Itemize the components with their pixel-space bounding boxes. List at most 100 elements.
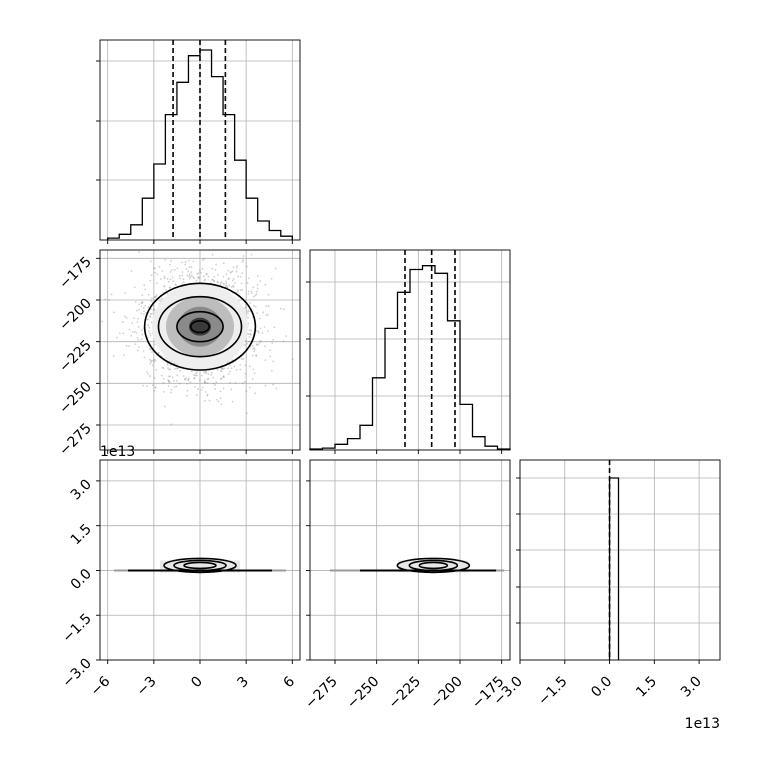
scatter-point (261, 332, 264, 335)
scatter-point (188, 275, 191, 277)
scatter-point (213, 280, 216, 282)
scatter-point (225, 273, 228, 276)
scatter-point (220, 377, 223, 380)
scatter-point (170, 260, 172, 262)
scatter-point (168, 381, 171, 384)
scatter-point (159, 278, 162, 281)
scatter-point (149, 362, 152, 365)
scatter-point (151, 297, 153, 300)
scatter-point (247, 333, 250, 335)
x-tick-label: −1.5 (535, 674, 570, 709)
x-tick-label: 0.0 (588, 674, 615, 701)
scatter-point (242, 259, 244, 262)
scatter-point (245, 390, 248, 393)
scatter-point (151, 364, 154, 367)
scatter-point (135, 331, 138, 334)
scatter-point (136, 309, 138, 312)
scatter-point (138, 251, 141, 254)
scatter-point (246, 265, 248, 268)
scatter-point (225, 280, 228, 282)
scatter-point (125, 345, 128, 347)
scatter-point (140, 338, 143, 341)
scatter-point (253, 348, 256, 351)
contour-line (143, 282, 257, 371)
y-tick-label: 3.0 (68, 476, 95, 503)
scatter-point (146, 385, 149, 388)
scatter-point (246, 310, 249, 312)
x-tick-label: −3 (134, 674, 160, 700)
scatter-point (253, 372, 256, 375)
scatter-point (223, 376, 225, 379)
scatter-point (147, 373, 149, 375)
scatter-point (206, 394, 209, 397)
scatter-point (201, 267, 204, 270)
x-tick-label: −225 (386, 674, 425, 713)
scatter-point (136, 336, 139, 339)
scatter-point (130, 334, 133, 337)
scatter-point (265, 314, 268, 317)
scatter-point (232, 284, 234, 287)
scatter-point (241, 260, 244, 263)
scatter-point (255, 293, 258, 296)
scatter-point (197, 277, 200, 280)
scatter-point (239, 364, 241, 366)
x-tick-label: −6 (88, 673, 114, 699)
scatter-point (242, 255, 245, 257)
scatter-point (181, 271, 184, 274)
scatter-point (249, 302, 251, 304)
scatter-point (217, 274, 219, 276)
scatter-point (190, 370, 193, 373)
scatter-point (219, 281, 222, 284)
scatter-point (211, 371, 213, 374)
scatter-point (223, 283, 226, 286)
scatter-point (141, 294, 144, 297)
scatter-point (258, 317, 261, 320)
scatter-point (203, 279, 206, 282)
scatter-point (130, 270, 133, 273)
scatter-point (228, 370, 231, 373)
scatter-point (210, 373, 213, 376)
scatter-point (198, 276, 201, 279)
scatter-point (173, 268, 176, 271)
scatter-point (194, 374, 197, 377)
scatter-point (256, 344, 259, 347)
scatter-point (164, 258, 167, 261)
scatter-point (187, 378, 190, 381)
scatter-point (155, 282, 158, 285)
contour-line (176, 310, 224, 343)
scatter-point (115, 336, 118, 339)
scatter-point (270, 277, 273, 280)
scatter-point (222, 387, 225, 390)
scatter-point (255, 343, 258, 346)
scatter-point (214, 384, 217, 386)
scatter-point (272, 360, 275, 363)
scatter-point (175, 379, 178, 382)
scatter-point (169, 271, 172, 273)
scatter-point (178, 274, 181, 277)
scatter-point (264, 345, 267, 348)
scatter-point (182, 278, 185, 281)
panel-hist-x (96, 39, 301, 244)
scatter-point (285, 335, 288, 338)
scatter-point (235, 369, 238, 371)
scatter-point (204, 370, 207, 373)
scatter-point (169, 375, 172, 378)
scatter-point (257, 287, 259, 290)
scatter-point (244, 306, 247, 309)
scatter-point (205, 371, 208, 374)
y-offset-label: 1e13 (100, 444, 135, 460)
scatter-point (259, 339, 262, 342)
scatter-point (148, 347, 151, 350)
scatter-point (233, 282, 236, 284)
scatter-point (138, 308, 140, 311)
scatter-point (256, 290, 258, 293)
scatter-point (246, 312, 249, 315)
scatter-point (186, 389, 189, 392)
scatter-point (173, 386, 176, 388)
scatter-point (247, 317, 249, 319)
scatter-point (179, 370, 182, 372)
scatter-point (264, 384, 267, 387)
scatter-point (142, 384, 144, 387)
scatter-point (182, 375, 185, 377)
